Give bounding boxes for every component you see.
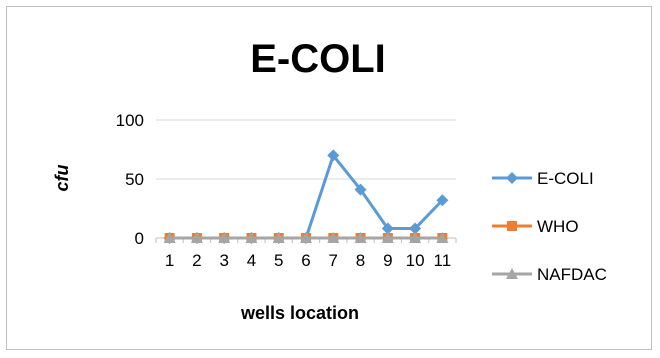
x-tick-label: 11: [434, 251, 452, 270]
data-point-nafdac: [436, 232, 449, 243]
data-point-nafdac: [190, 232, 203, 243]
data-point-e-coli: [436, 194, 449, 207]
data-point-nafdac: [409, 232, 422, 243]
y-axis-label: cfu: [52, 164, 72, 191]
legend-label-nafdac: NAFDAC: [537, 265, 607, 284]
data-point-nafdac: [300, 232, 312, 243]
series-line-e-coli: [169, 153, 444, 240]
data-point-nafdac: [381, 232, 394, 243]
data-point-nafdac: [163, 232, 176, 243]
y-tick-label: 50: [125, 170, 144, 189]
x-tick-label: 7: [329, 251, 338, 270]
legend-label-who: WHO: [537, 217, 579, 236]
chart-title: E-COLI: [250, 37, 386, 81]
x-tick-label: 5: [274, 251, 283, 270]
chart-frame: [6, 6, 652, 350]
y-tick-label: 100: [116, 111, 144, 130]
x-tick-label: 9: [383, 251, 392, 270]
data-point-e-coli: [381, 222, 394, 235]
x-tick-label: 3: [219, 251, 228, 270]
legend-label-e-coli: E-COLI: [537, 169, 594, 188]
legend-marker-nafdac: [506, 268, 518, 279]
data-point-nafdac: [354, 232, 367, 243]
x-tick-label: 6: [301, 251, 310, 270]
x-tick-label: 2: [192, 251, 201, 270]
legend-marker-e-coli: [506, 172, 518, 184]
data-point-nafdac: [218, 232, 231, 243]
data-point-nafdac: [327, 232, 340, 243]
data-point-e-coli: [354, 183, 367, 196]
data-point-e-coli: [409, 222, 422, 235]
x-axis-label: wells location: [240, 303, 359, 323]
x-tick-label: 8: [356, 251, 365, 270]
y-tick-label: 0: [135, 229, 144, 248]
data-point-nafdac: [245, 232, 258, 243]
data-point-e-coli: [327, 149, 340, 162]
x-tick-label: 1: [165, 251, 174, 270]
x-tick-label: 10: [406, 251, 425, 270]
legend-marker-who: [507, 221, 517, 231]
data-point-nafdac: [272, 232, 285, 243]
x-tick-label: 4: [247, 251, 256, 270]
